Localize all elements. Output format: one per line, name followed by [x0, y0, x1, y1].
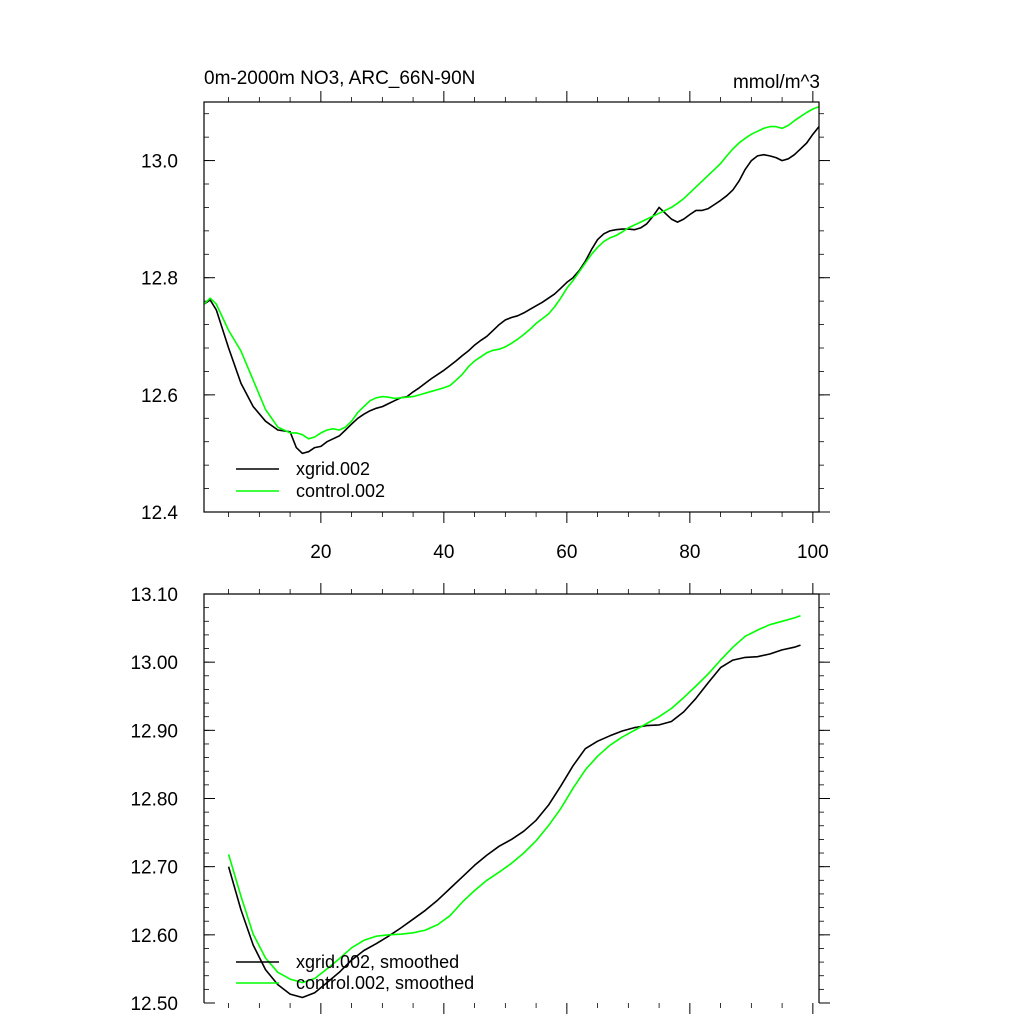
- bottom-ytick-label: 12.80: [130, 790, 178, 811]
- top-plot-frame: [203, 101, 820, 513]
- top-ytick-label: 12.4: [141, 503, 178, 524]
- bottom-legend-label-control: control.002, smoothed: [296, 973, 474, 993]
- bottom-series-lines: [227, 615, 801, 999]
- top-xtick-label: 80: [679, 542, 700, 563]
- bottom-ytick-label: 13.10: [130, 585, 178, 606]
- bottom-ytick-label: 13.00: [130, 653, 178, 674]
- top-xtick-label: 40: [433, 542, 454, 563]
- top-chart-units: mmol/m^3: [733, 72, 820, 93]
- top-series-lines: [203, 105, 820, 455]
- top-series-line-control: [203, 105, 820, 440]
- top-xtick-label: 60: [556, 542, 577, 563]
- top-ytick-label: 12.6: [141, 386, 178, 407]
- bottom-legend: xgrid.002, smoothed control.002, smoothe…: [236, 952, 474, 993]
- top-panel: 0m-2000m NO3, ARC_66N-90N mmol/m^3 12.41…: [141, 68, 830, 563]
- bottom-ytick-label: 12.60: [130, 926, 178, 947]
- bottom-y-tick-labels: 12.50 12.60 12.70 12.80 12.90 13.00 13.10: [130, 585, 178, 1015]
- bottom-ytick-label: 12.90: [130, 721, 178, 742]
- top-chart-title: 0m-2000m NO3, ARC_66N-90N: [204, 68, 475, 89]
- top-xtick-label: 100: [797, 542, 829, 563]
- top-legend-label-xgrid: xgrid.002: [296, 459, 370, 479]
- top-series-line-xgrid: [203, 126, 820, 455]
- top-xtick-label: 20: [310, 542, 331, 563]
- top-y-tick-labels: 12.4 12.6 12.8 13.0: [141, 152, 178, 524]
- top-ytick-label: 13.0: [141, 152, 178, 173]
- top-legend: xgrid.002 control.002: [236, 459, 385, 501]
- bottom-axis-ticks: [204, 583, 830, 1014]
- top-x-tick-labels: 20 40 60 80 100: [310, 542, 828, 563]
- bottom-panel: 12.50 12.60 12.70 12.80 12.90 13.00 13.10 xgri…: [130, 583, 830, 1015]
- bottom-legend-label-xgrid: xgrid.002, smoothed: [296, 952, 459, 972]
- bottom-series-line-xgrid: [227, 644, 801, 999]
- bottom-ytick-label: 12.50: [130, 994, 178, 1015]
- bottom-plot-frame: [203, 593, 820, 1003]
- top-legend-label-control: control.002: [296, 481, 385, 501]
- top-axis-ticks: [204, 91, 830, 523]
- bottom-series-line-control: [227, 615, 801, 984]
- bottom-ytick-label: 12.70: [130, 858, 178, 879]
- top-ytick-label: 12.8: [141, 269, 178, 290]
